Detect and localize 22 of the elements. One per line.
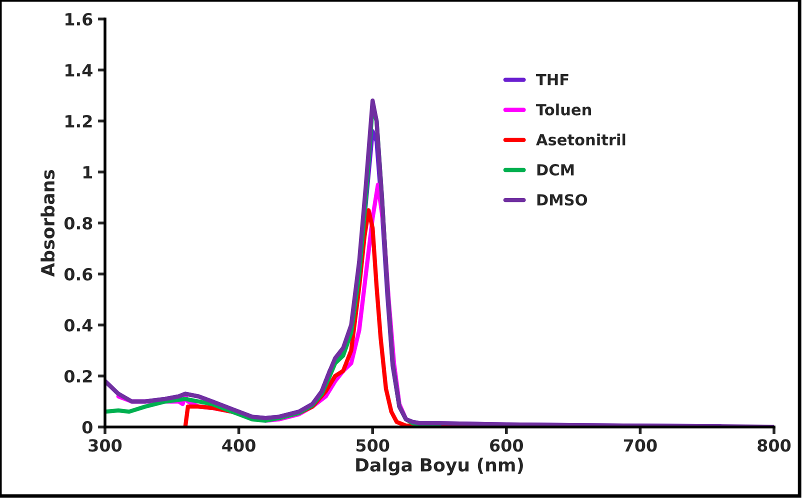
x-axis-title: Dalga Boyu (nm) [356, 458, 523, 476]
x-tick-label: 300 [88, 439, 122, 452]
y-axis-title: Absorbans [40, 170, 55, 277]
legend-label: THF [536, 74, 568, 86]
x-tick-label: 600 [490, 439, 523, 452]
y-tick-label: 1.2 [66, 114, 92, 128]
legend-label: Asetonitril [536, 134, 626, 146]
y-tick-label: 0.8 [64, 216, 92, 230]
x-tick-label: 500 [356, 439, 390, 452]
y-tick-label: 0.6 [64, 268, 92, 281]
y-tick-label: 0.2 [64, 370, 92, 383]
legend-label: DMSO [537, 194, 588, 206]
x-tick-label: 800 [758, 439, 791, 452]
legend-label: Toluen [536, 104, 591, 116]
legend-label: DCM [537, 164, 574, 176]
y-tick-label: 1.6 [66, 12, 92, 26]
y-tick-label: 0.4 [64, 318, 92, 332]
y-tick-label: 1 [83, 166, 92, 178]
y-tick-label: 0 [82, 420, 92, 434]
x-tick-label: 700 [624, 439, 657, 452]
y-tick-label: 1.4 [66, 64, 92, 76]
x-tick-label: 400 [222, 439, 256, 452]
